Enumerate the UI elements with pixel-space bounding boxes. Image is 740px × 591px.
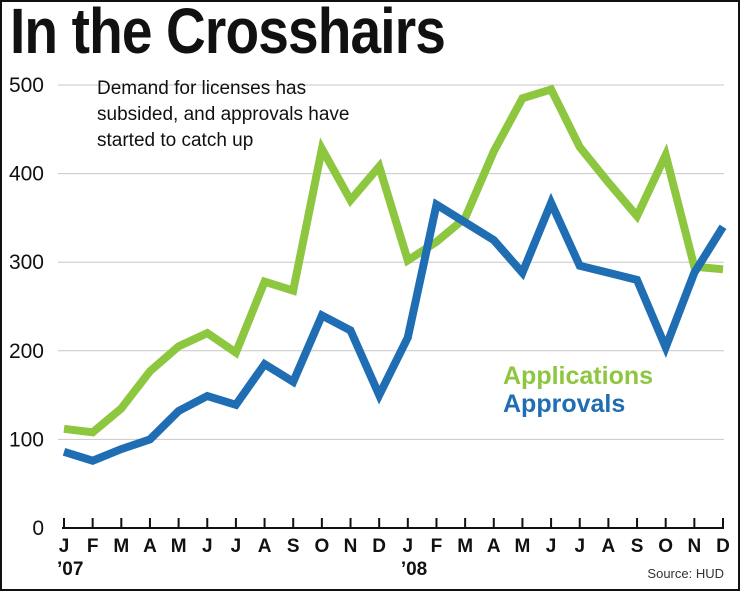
x-axis: J F M A M J J A S O N D J F M A M J J A S O N D’07’08 xyxy=(57,518,730,580)
legend: Applications Approvals xyxy=(503,362,653,418)
x-tick-label: F xyxy=(87,536,99,557)
x-tick-label: O xyxy=(658,536,673,557)
x-tick-label: S xyxy=(631,536,644,557)
series-line-applications xyxy=(63,84,724,437)
y-tick-label: 0 xyxy=(32,517,44,540)
x-tick-label: J xyxy=(59,536,70,557)
x-tick-label: M xyxy=(171,536,187,557)
y-tick-label: 200 xyxy=(9,340,44,363)
x-tick-label: N xyxy=(687,536,701,557)
annotation-line-2: subsided, and approvals have xyxy=(97,104,349,125)
annotation-text: Demand for licenses has subsided, and ap… xyxy=(97,78,349,151)
x-tick-label: M xyxy=(113,536,129,557)
x-tick-label: A xyxy=(602,536,616,557)
y-tick-label: 100 xyxy=(9,428,44,451)
legend-approvals: Approvals xyxy=(503,390,625,418)
series-lines xyxy=(62,84,727,465)
x-tick-label: J xyxy=(202,536,213,557)
chart-title: In the Crosshairs xyxy=(10,0,446,67)
x-tick-label: J xyxy=(403,536,414,557)
annotation-line-3: started to catch up xyxy=(97,130,253,151)
x-tick-label: D xyxy=(716,536,730,557)
y-tick-label: 300 xyxy=(9,251,44,274)
x-tick-label: N xyxy=(344,536,358,557)
legend-applications: Applications xyxy=(503,362,653,390)
annotation-line-1: Demand for licenses has xyxy=(97,78,306,99)
x-tick-label: J xyxy=(231,536,242,557)
year-label: ’07 xyxy=(57,559,83,580)
series-line-approvals xyxy=(62,192,727,465)
x-tick-label: A xyxy=(143,536,157,557)
y-tick-label: 400 xyxy=(9,163,44,186)
x-tick-label: J xyxy=(546,536,557,557)
x-tick-label: J xyxy=(574,536,585,557)
source-note: Source: HUD xyxy=(647,566,724,581)
x-tick-label: A xyxy=(258,536,272,557)
x-tick-label: O xyxy=(314,536,329,557)
y-axis-ticks: 0 100 200 300 400 500 xyxy=(9,74,44,540)
x-tick-label: M xyxy=(457,536,473,557)
x-tick-label: S xyxy=(287,536,300,557)
y-tick-label: 500 xyxy=(9,74,44,97)
x-tick-label: A xyxy=(487,536,501,557)
x-tick-label: F xyxy=(431,536,443,557)
x-tick-label: M xyxy=(515,536,531,557)
year-label: ’08 xyxy=(401,559,427,580)
x-tick-label: D xyxy=(372,536,386,557)
